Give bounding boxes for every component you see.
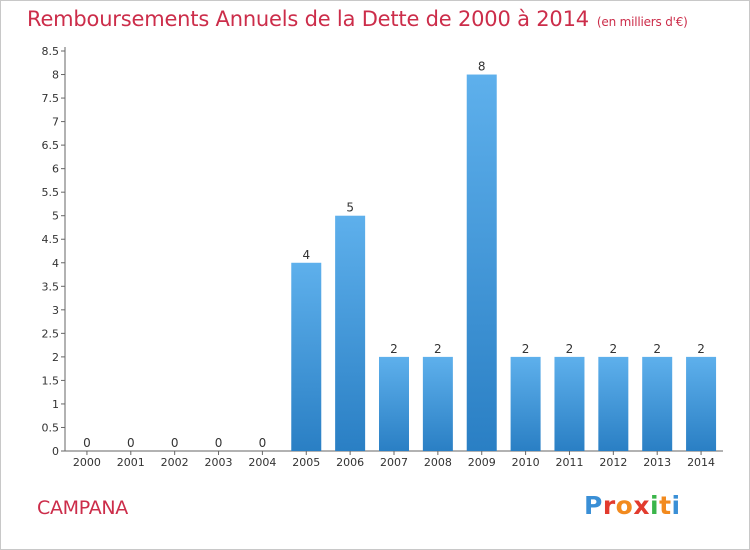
data-label: 2 bbox=[566, 342, 574, 356]
logo-letter: i bbox=[671, 491, 681, 520]
data-label: 0 bbox=[127, 436, 135, 450]
bar bbox=[686, 356, 717, 451]
y-tick-label: 4 bbox=[52, 257, 59, 270]
x-tick-label: 2009 bbox=[468, 456, 496, 469]
y-tick-label: 5 bbox=[52, 210, 59, 223]
y-tick-label: 1.5 bbox=[42, 374, 60, 387]
x-tick-label: 2012 bbox=[599, 456, 627, 469]
data-label: 8 bbox=[478, 60, 486, 74]
x-tick-label: 2010 bbox=[512, 456, 540, 469]
logo-letter: x bbox=[633, 491, 650, 520]
proxiti-logo: Proxiti bbox=[584, 491, 681, 520]
data-label: 2 bbox=[697, 342, 705, 356]
y-tick-label: 8.5 bbox=[42, 45, 60, 58]
x-tick-label: 2005 bbox=[292, 456, 320, 469]
y-tick-label: 0.5 bbox=[42, 421, 60, 434]
y-tick-label: 4.5 bbox=[42, 233, 60, 246]
logo-letter: r bbox=[602, 491, 616, 520]
x-tick-label: 2001 bbox=[117, 456, 145, 469]
x-tick-label: 2007 bbox=[380, 456, 408, 469]
data-label: 0 bbox=[259, 436, 267, 450]
data-label: 2 bbox=[434, 342, 442, 356]
y-tick-label: 1 bbox=[52, 398, 59, 411]
y-tick-label: 8 bbox=[52, 69, 59, 82]
y-tick-label: 0 bbox=[52, 445, 59, 458]
bar bbox=[379, 356, 409, 451]
x-tick-label: 2008 bbox=[424, 456, 452, 469]
y-tick-label: 3 bbox=[52, 304, 59, 317]
x-tick-label: 2014 bbox=[687, 456, 715, 469]
y-tick-label: 5.5 bbox=[42, 186, 60, 199]
data-label: 0 bbox=[171, 436, 179, 450]
bars: 0 0 0 0 0 4 5 2 2 8 2 2 2 2 2 bbox=[83, 60, 717, 451]
bar bbox=[422, 356, 453, 451]
bar bbox=[335, 215, 366, 451]
y-tick-label: 6.5 bbox=[42, 139, 60, 152]
logo-letter: o bbox=[615, 491, 634, 520]
x-tick-label: 2002 bbox=[161, 456, 189, 469]
y-tick-label: 7.5 bbox=[42, 92, 60, 105]
x-tick-label: 2004 bbox=[248, 456, 276, 469]
data-label: 2 bbox=[653, 342, 661, 356]
logo-letter: i bbox=[650, 491, 660, 520]
y-tick-label: 7 bbox=[52, 116, 59, 129]
logo-letter: t bbox=[659, 491, 672, 520]
chart-title: Remboursements Annuels de la Dette de 20… bbox=[27, 7, 688, 31]
data-label: 4 bbox=[302, 248, 310, 262]
bar-chart: 00.511.522.533.544.555.566.577.588.5 200… bbox=[42, 45, 723, 469]
bar bbox=[466, 74, 497, 451]
commune-name: CAMPANA bbox=[37, 497, 129, 519]
x-tick-label: 2000 bbox=[73, 456, 101, 469]
y-tick-label: 2 bbox=[52, 351, 59, 364]
y-tick-label: 2.5 bbox=[42, 327, 60, 340]
data-label: 0 bbox=[215, 436, 223, 450]
y-tick-label: 3.5 bbox=[42, 280, 60, 293]
data-label: 0 bbox=[83, 436, 91, 450]
x-tick-label: 2011 bbox=[555, 456, 583, 469]
data-label: 2 bbox=[522, 342, 530, 356]
x-tick-label: 2003 bbox=[205, 456, 233, 469]
data-label: 2 bbox=[390, 342, 398, 356]
x-tick-label: 2006 bbox=[336, 456, 364, 469]
units-label: (en milliers d'€) bbox=[596, 15, 688, 29]
bar bbox=[554, 356, 585, 451]
x-tick-label: 2013 bbox=[643, 456, 671, 469]
bar bbox=[291, 262, 322, 451]
bar bbox=[598, 356, 629, 451]
data-label: 5 bbox=[346, 201, 354, 215]
bar bbox=[510, 356, 541, 451]
x-axis: 2000 2001 2002 2003 2004 2005 2006 2007 2008 2009… bbox=[65, 450, 723, 469]
y-axis: 0 0.5 1 1.5 2 2.5 3 3.5 4 4.5 5 5.5 6 6.5 7 7.5 8 8.5 bbox=[42, 45, 66, 458]
data-label: 2 bbox=[610, 342, 618, 356]
y-tick-label: 6 bbox=[52, 163, 59, 176]
bar bbox=[642, 356, 673, 451]
chart-title-text: Remboursements Annuels de la Dette de 20… bbox=[27, 7, 589, 31]
logo-letter: P bbox=[584, 491, 603, 520]
